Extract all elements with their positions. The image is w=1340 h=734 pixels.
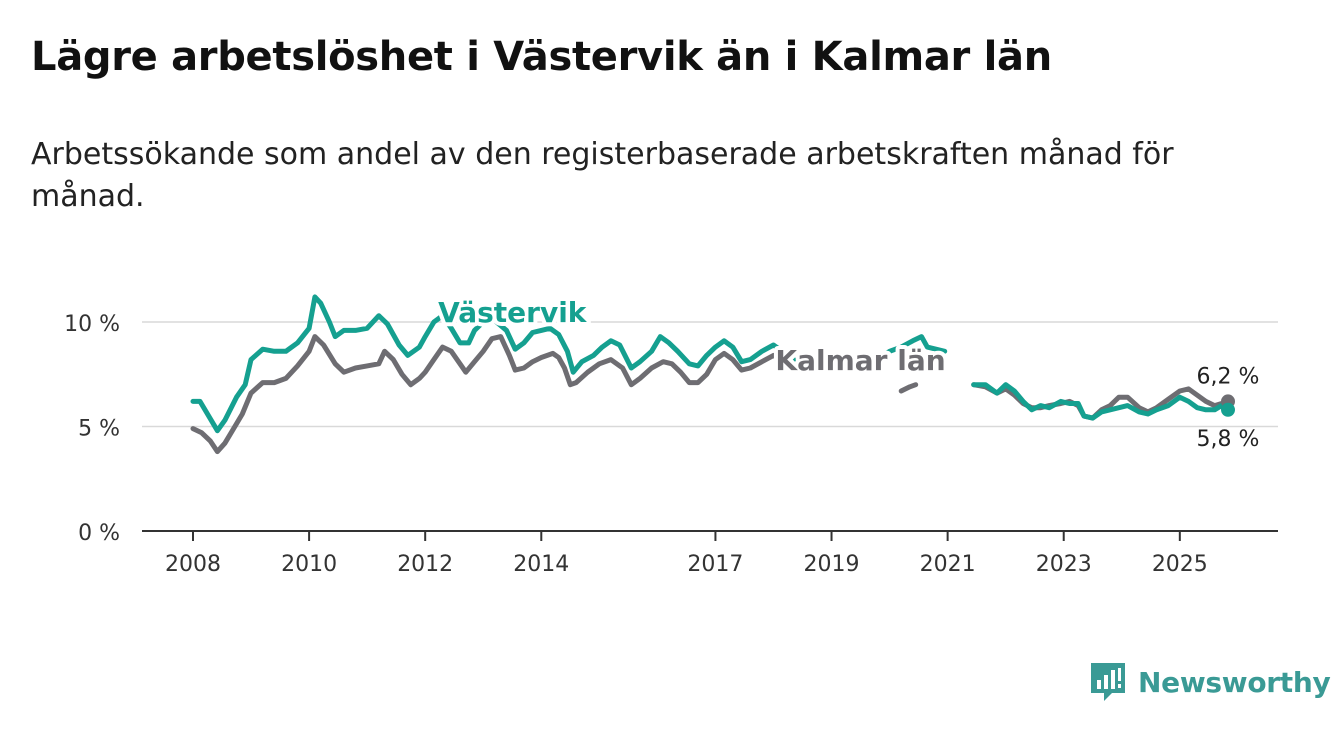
series-label-halo: Västervik — [438, 296, 588, 329]
chart-subtitle: Arbetssökande som andel av den registerb… — [31, 137, 1174, 214]
x-tick-label: 2014 — [513, 552, 569, 577]
line-chart: 0 % 5 % 10 % 2008 2010 2012 2014 2017 2019 2021 20… — [64, 294, 1278, 577]
newsworthy-logo-icon — [1091, 663, 1125, 701]
x-tick-label: 2019 — [804, 552, 860, 577]
brand-name: Newsworthy — [1138, 665, 1331, 699]
end-marker — [1221, 402, 1235, 417]
x-tick-label: 2023 — [1036, 552, 1092, 577]
y-tick-label: 10 % — [64, 312, 120, 337]
series-line-västervik-2021-2025- — [971, 382, 1231, 421]
x-tick-label: 2008 — [165, 552, 221, 577]
series-line-kalmar-län-2019- — [898, 382, 919, 394]
chart-title: Lägre arbetslöshet i Västervik än i Kalm… — [31, 34, 1052, 80]
x-tick-label: 2025 — [1152, 552, 1208, 577]
series-line-kalmar-län — [190, 334, 800, 455]
x-tick-label: 2017 — [687, 552, 743, 577]
x-tick-label: 2010 — [281, 552, 337, 577]
y-tick-label: 0 % — [78, 521, 120, 546]
x-tick-label: 2012 — [397, 552, 453, 577]
series-label: Västervik — [438, 296, 588, 329]
brand: Newsworthy — [1088, 660, 1331, 704]
end-value-label: 5,8 % — [1197, 427, 1260, 452]
y-tick-label: 5 % — [78, 417, 120, 442]
x-tick-label: 2021 — [920, 552, 976, 577]
end-value-label: 6,2 % — [1197, 364, 1260, 389]
series-line-västervik — [190, 294, 948, 434]
series-label: Kalmar län — [775, 344, 945, 377]
series-label-halo: Kalmar län — [775, 344, 945, 377]
